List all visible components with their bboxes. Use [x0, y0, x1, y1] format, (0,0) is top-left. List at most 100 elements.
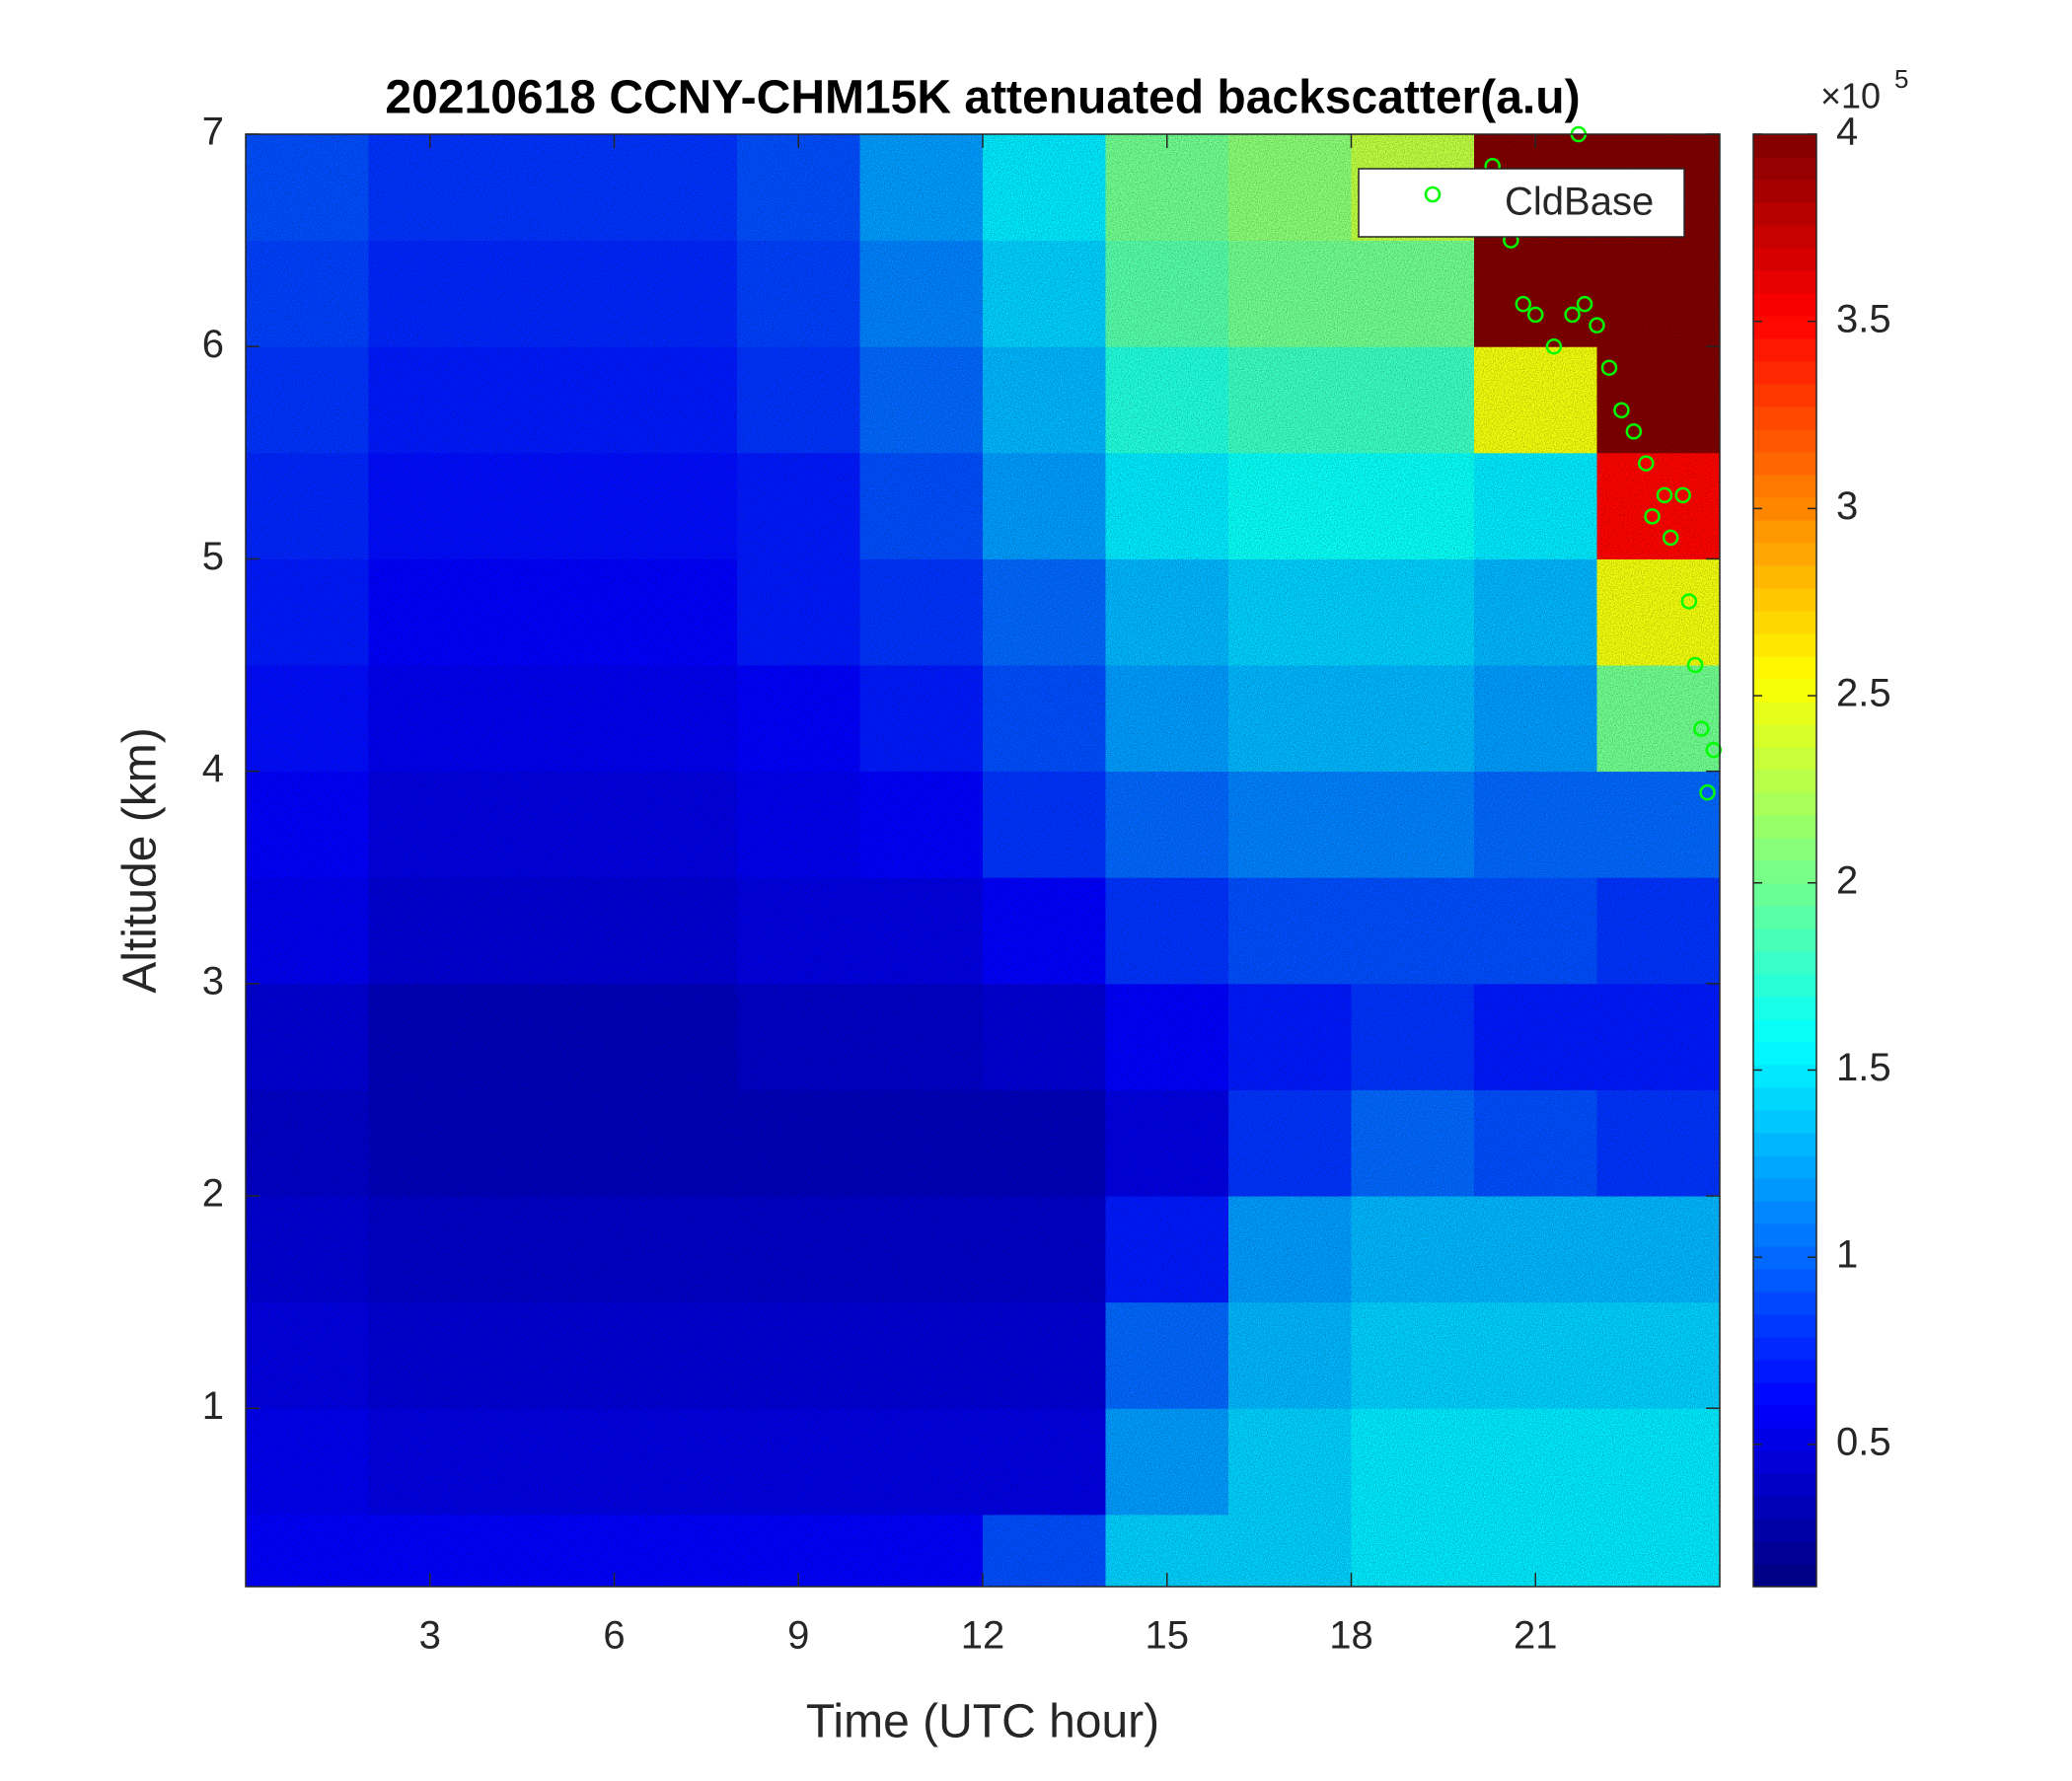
cloud-base-point — [1674, 486, 1691, 504]
colorbar-exponent: 5 — [1894, 64, 1908, 94]
colorbar-step — [1753, 1110, 1816, 1134]
cloud-base-point — [1527, 306, 1544, 324]
colorbar-step — [1753, 1314, 1816, 1338]
colorbar-step — [1753, 792, 1816, 816]
colorbar-step — [1753, 724, 1816, 748]
colorbar-step — [1753, 633, 1816, 657]
colorbar-step — [1753, 974, 1816, 998]
colorbar-step — [1753, 543, 1816, 566]
colorbar-step — [1753, 316, 1816, 339]
colorbar-step — [1753, 883, 1816, 907]
colorbar-step — [1753, 679, 1816, 703]
colorbar-tick-label: 2.5 — [1836, 672, 1891, 715]
colorbar-tick-label: 2 — [1836, 858, 1858, 902]
colorbar-step — [1753, 225, 1816, 249]
colorbar-step — [1753, 1360, 1816, 1383]
colorbar-step — [1753, 1405, 1816, 1429]
colorbar-step — [1753, 611, 1816, 634]
colorbar-step — [1753, 157, 1816, 181]
colorbar-step — [1753, 429, 1816, 453]
x-tick-label: 21 — [1514, 1614, 1558, 1658]
colorbar-tick-label: 3 — [1836, 484, 1858, 528]
colorbar-step — [1753, 1155, 1816, 1179]
colorbar-step — [1753, 951, 1816, 975]
colorbar-tick-label: 1 — [1836, 1233, 1858, 1277]
colorbar-exponent-base: ×10 — [1820, 76, 1881, 116]
colorbar-step — [1753, 1519, 1816, 1542]
colorbar-step — [1753, 293, 1816, 317]
colorbar-step — [1753, 1382, 1816, 1406]
y-tick-label: 7 — [202, 111, 224, 154]
colorbar-step — [1753, 1496, 1816, 1520]
cloud-base-point — [1644, 508, 1661, 525]
cloud-base-point — [1693, 720, 1710, 737]
colorbar-step — [1753, 588, 1816, 612]
x-tick-label: 6 — [603, 1614, 625, 1658]
colorbar-step — [1753, 906, 1816, 929]
colorbar-step — [1753, 497, 1816, 521]
colorbar-tick-label: 3.5 — [1836, 297, 1891, 340]
cloud-base-point — [1625, 423, 1643, 440]
cloud-base-point — [1576, 295, 1593, 313]
cloud-base-point — [1515, 295, 1532, 313]
colorbar-step — [1753, 838, 1816, 861]
cloud-base-point — [1545, 337, 1563, 355]
cloud-base-point — [1686, 656, 1704, 674]
y-tick-label: 3 — [202, 959, 224, 1002]
colorbar-step — [1753, 860, 1816, 884]
colorbar-step — [1753, 1133, 1816, 1156]
colorbar-step — [1753, 1065, 1816, 1088]
colorbar-step — [1753, 270, 1816, 294]
noise-texture — [246, 134, 1720, 1587]
colorbar-step — [1753, 1246, 1816, 1270]
cloud-base-point — [1613, 402, 1630, 419]
y-tick-label: 1 — [202, 1384, 224, 1428]
x-tick-label: 18 — [1329, 1614, 1373, 1658]
colorbar-step — [1753, 338, 1816, 362]
colorbar-tick-label: 1.5 — [1836, 1046, 1891, 1089]
colorbar-step — [1753, 1042, 1816, 1066]
colorbar-step — [1753, 1428, 1816, 1451]
colorbar-step — [1753, 702, 1816, 725]
colorbar-step — [1753, 407, 1816, 430]
colorbar-frame — [1752, 133, 1817, 1588]
colorbar-step — [1753, 475, 1816, 498]
colorbar-step — [1753, 1292, 1816, 1315]
cloud-base-point — [1564, 306, 1581, 324]
colorbar-step — [1753, 1019, 1816, 1043]
colorbar-step — [1753, 928, 1816, 952]
x-axis-label: Time (UTC hour) — [806, 1696, 1159, 1748]
x-tick-label: 9 — [787, 1614, 809, 1658]
y-tick-label: 5 — [202, 535, 224, 578]
colorbar-step — [1753, 1201, 1816, 1224]
colorbar-step — [1753, 384, 1816, 408]
colorbar-step — [1753, 565, 1816, 589]
x-tick-label: 3 — [419, 1614, 441, 1658]
colorbar-step — [1753, 815, 1816, 839]
y-tick-label: 6 — [202, 323, 224, 366]
colorbar-step — [1753, 1450, 1816, 1474]
colorbar-step — [1753, 1541, 1816, 1565]
cloud-base-point — [1638, 455, 1655, 472]
cloud-base-point — [1589, 317, 1605, 334]
cloud-base-point — [1656, 486, 1673, 504]
cloud-base-point — [1699, 783, 1716, 801]
colorbar-step — [1753, 656, 1816, 680]
legend-label: CldBase — [1505, 181, 1654, 224]
colorbar-step — [1753, 1087, 1816, 1111]
x-tick-label: 15 — [1146, 1614, 1190, 1658]
legend-marker — [1424, 186, 1442, 203]
colorbar-step — [1753, 747, 1816, 771]
cloud-base-point — [1600, 359, 1618, 376]
colorbar-step — [1753, 1564, 1816, 1588]
colorbar-step — [1753, 1337, 1816, 1361]
y-tick-label: 2 — [202, 1172, 224, 1216]
colorbar-step — [1753, 1269, 1816, 1293]
colorbar-step — [1753, 248, 1816, 271]
legend-box — [1358, 168, 1685, 238]
colorbar-step — [1753, 520, 1816, 544]
colorbar-tick-label: 4 — [1836, 111, 1858, 154]
colorbar-step — [1753, 1473, 1816, 1497]
